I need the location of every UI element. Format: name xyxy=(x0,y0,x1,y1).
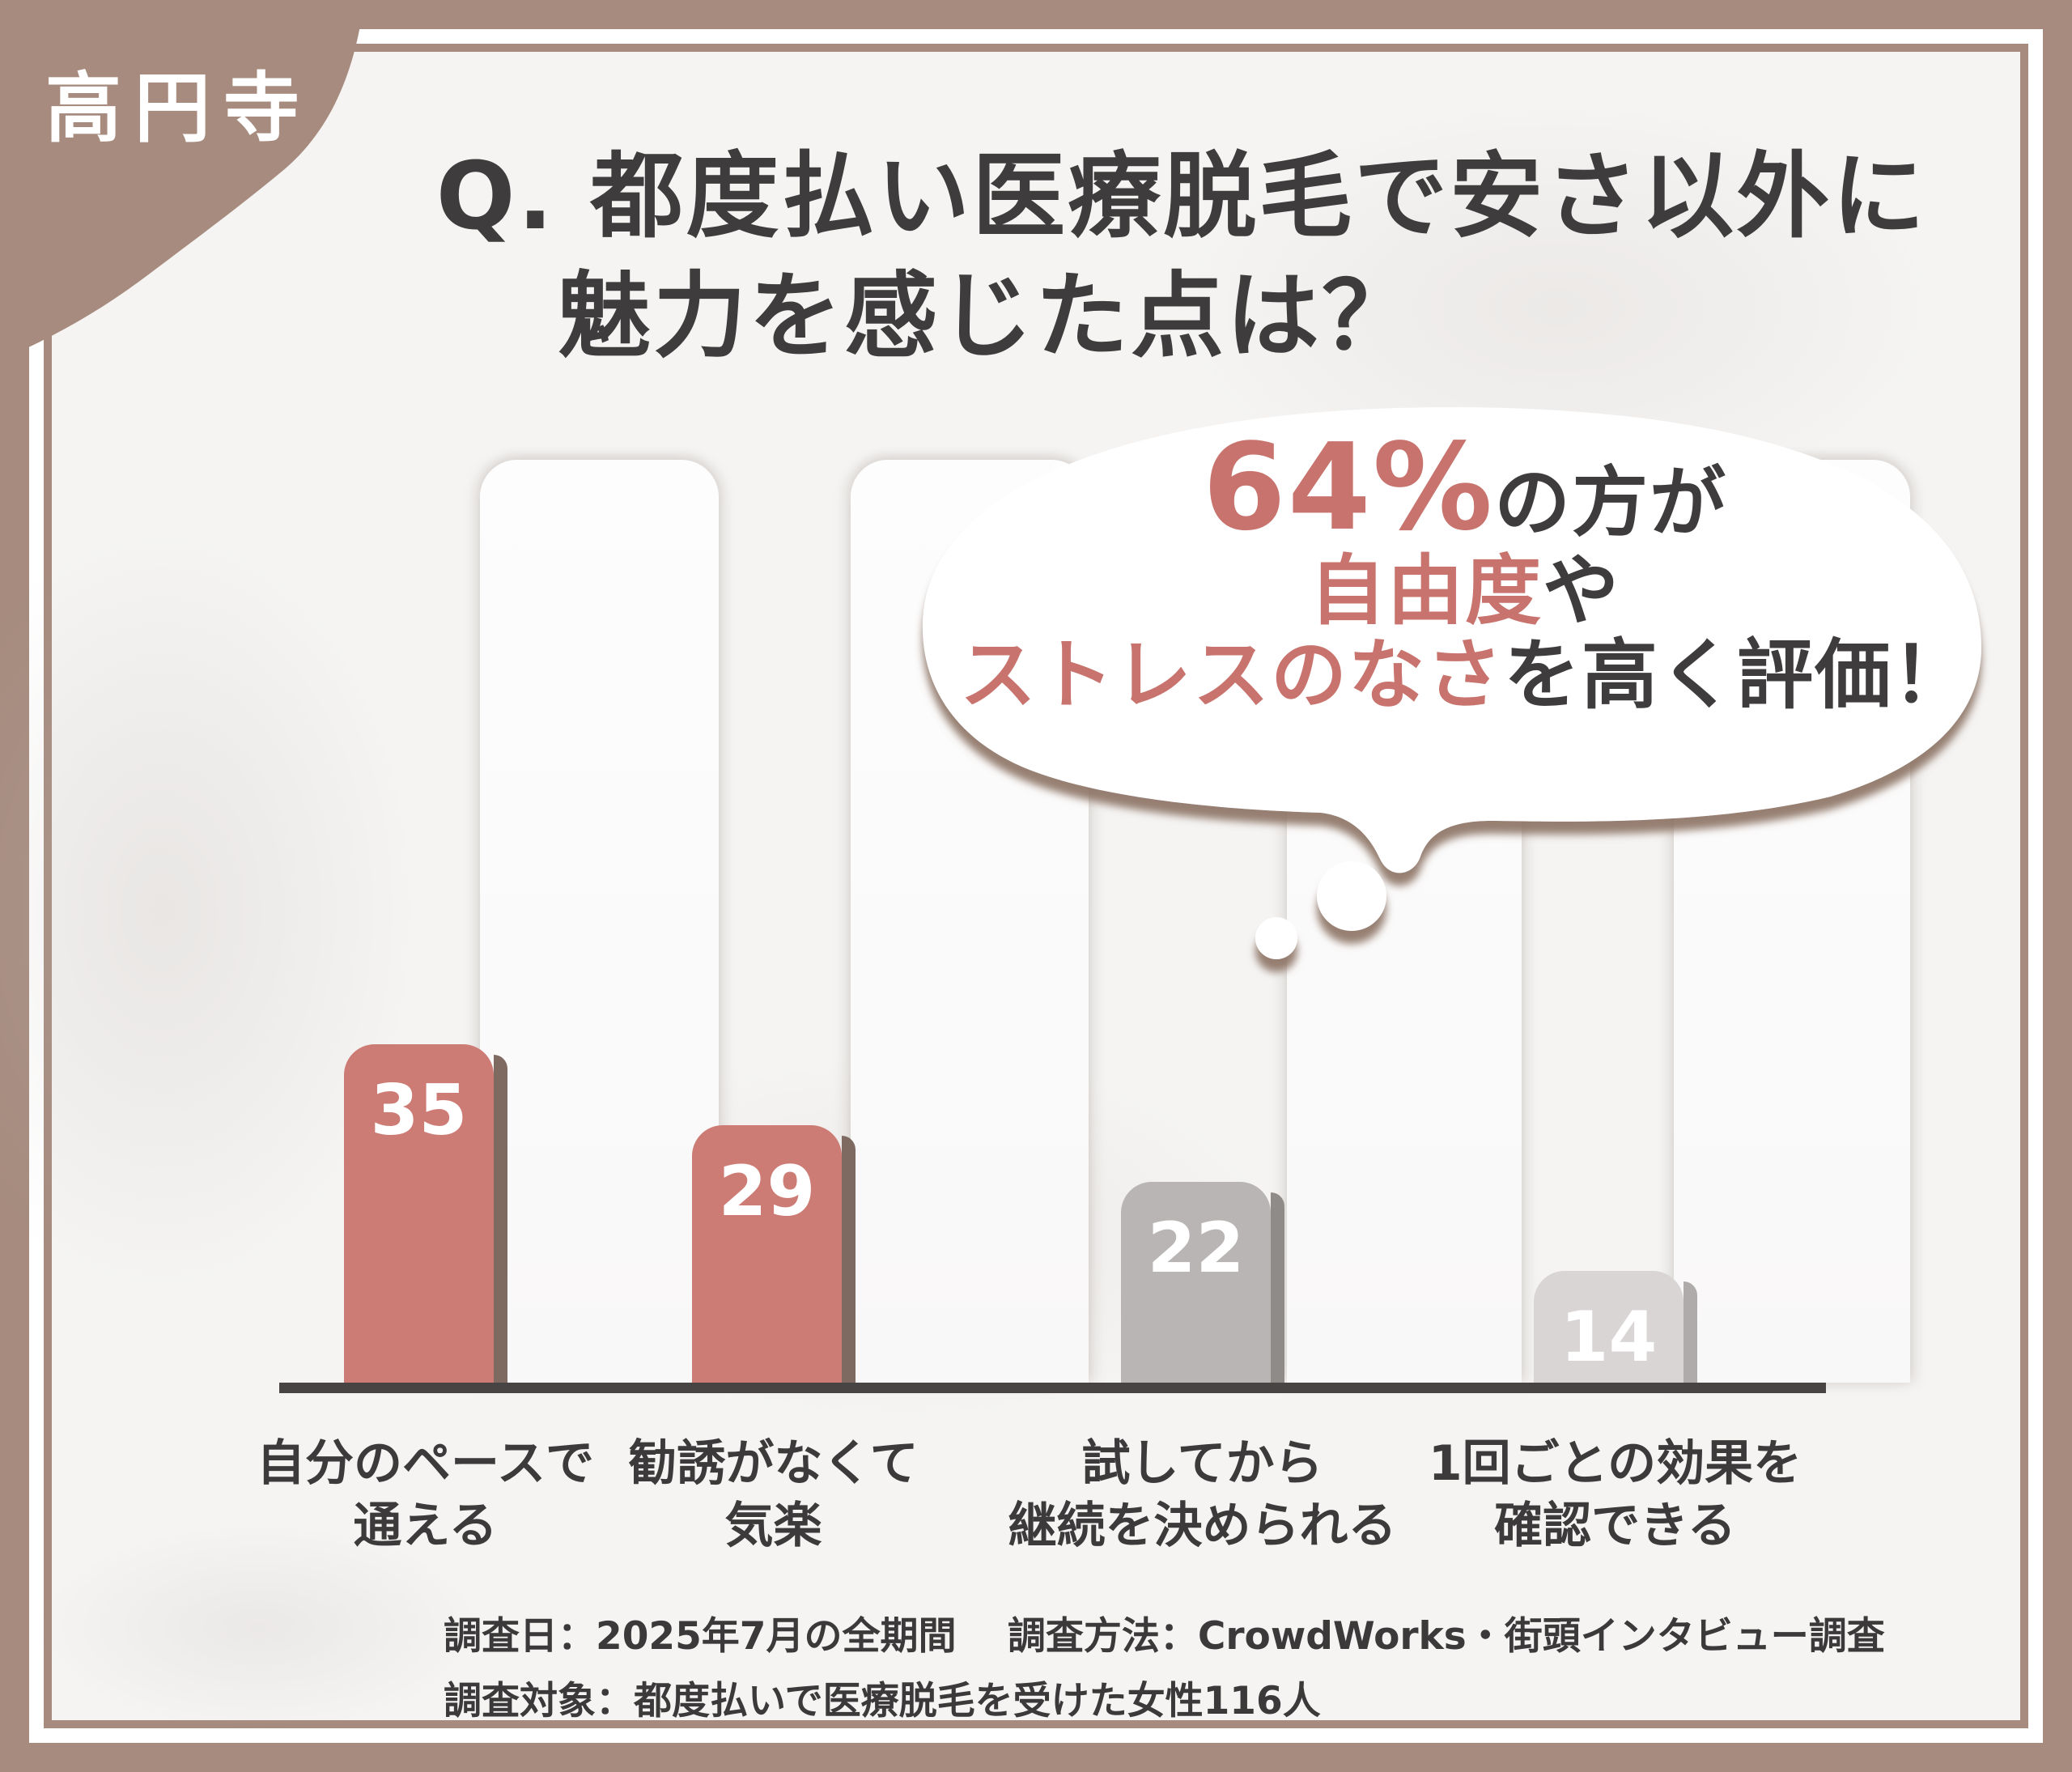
callout-suffix-1: の方が xyxy=(1494,459,1728,547)
bar-label-line: 試してから xyxy=(1081,1435,1323,1492)
callout-line-2: 自由度 や xyxy=(939,554,1991,630)
bar-label-line: 継続を決められる xyxy=(1008,1497,1397,1554)
bar-2: 29 xyxy=(692,1125,856,1393)
bar-1: 35 xyxy=(344,1044,507,1393)
survey-date-method: 調査日：2025年7月の全期間 調査方法：CrowdWorks・街頭インタビュー… xyxy=(444,1614,1885,1659)
callout-highlight-2: ストレスのなさ xyxy=(959,631,1504,720)
bar-label-line: 確認できる xyxy=(1494,1497,1736,1554)
bubble-dot-large xyxy=(1317,861,1386,931)
bar-label-line: 気楽 xyxy=(724,1497,822,1554)
bar-value: 14 xyxy=(1560,1297,1658,1378)
bar-label: 1回ごとの効果を 確認できる xyxy=(1365,1433,1866,1557)
bubble-dot-small xyxy=(1255,917,1297,959)
bar-value: 22 xyxy=(1147,1208,1245,1289)
bar-label: 自分のペースで 通える xyxy=(175,1433,677,1557)
speech-bubble xyxy=(922,407,1982,959)
page-title-line-2: 魅力を感じた点は？ xyxy=(557,262,1417,371)
clinic-badge-label: 高円寺 xyxy=(45,65,313,153)
callout-suffix-2: や xyxy=(1543,547,1621,635)
bar-label: 勧誘がなくて 気楽 xyxy=(523,1433,1025,1557)
corner-blob xyxy=(0,0,364,360)
callout-suffix-3: を高く評価！ xyxy=(1504,631,1971,720)
bar-label-line: 勧誘がなくて xyxy=(628,1435,919,1492)
page-title-line-1: Q. 都度払い医療脱毛で安さ以外に xyxy=(435,142,1928,251)
callout-highlight-1: 自由度 xyxy=(1309,547,1543,635)
bar-label-line: 1回ごとの効果を xyxy=(1428,1435,1802,1492)
bar-3: 22 xyxy=(1121,1182,1284,1393)
corner-blob-shape xyxy=(0,0,364,360)
callout-percent: 64% xyxy=(1202,418,1495,557)
bar-value: 35 xyxy=(370,1070,468,1151)
bar-label-line: 通える xyxy=(353,1497,498,1554)
bar-label: 試してから 継続を決められる xyxy=(952,1433,1454,1557)
callout-line-1: 64% の方が xyxy=(939,427,1991,547)
pillar xyxy=(480,460,719,1383)
callout-line-3: ストレスのなさ を高く評価！ xyxy=(939,638,1991,714)
axis-line xyxy=(279,1383,1826,1393)
survey-notes: 調査日：2025年7月の全期間 調査方法：CrowdWorks・街頭インタビュー… xyxy=(444,1616,1885,1722)
bar-label-line: 自分のペースで xyxy=(257,1435,594,1492)
bar-4: 14 xyxy=(1534,1271,1697,1393)
bar-value: 29 xyxy=(718,1151,816,1232)
bubble-shape xyxy=(922,407,1982,873)
survey-target: 調査対象：都度払いで医療脱毛を受けた女性116人 xyxy=(444,1678,1321,1723)
